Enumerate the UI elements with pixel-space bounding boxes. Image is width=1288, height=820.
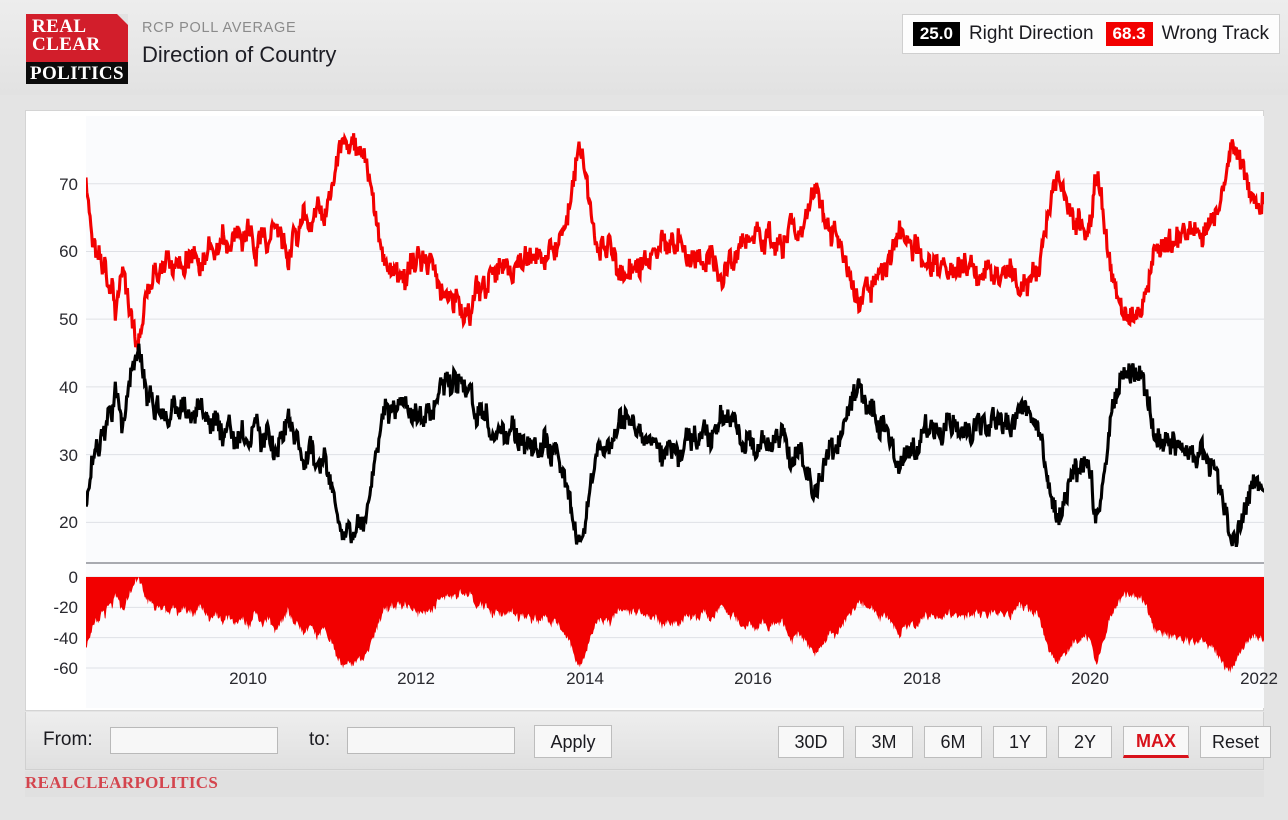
from-label: From: [43, 729, 93, 750]
y-tick-70: 70 [59, 174, 78, 194]
page-header: REAL CLEAR POLITICS RCP POLL AVERAGE Dir… [0, 0, 1288, 95]
realclearpolitics-logo[interactable]: REAL CLEAR POLITICS [26, 14, 128, 84]
x-tick-2022: 2022 [1240, 669, 1278, 688]
page-footer: REALCLEARPOLITICS [25, 771, 1264, 797]
range-button-2y[interactable]: 2Y [1058, 726, 1112, 758]
legend-box: 25.0 Right Direction 68.3 Wrong Track [901, 14, 1280, 54]
y-tick-neg60: -60 [53, 658, 78, 678]
logo-word-clear: CLEAR [32, 34, 101, 55]
chart-controls: From: to: Apply 30D 3M 6M 1Y 2Y MAX Rese… [25, 712, 1271, 770]
logo-red-block [26, 14, 128, 62]
range-button-30d[interactable]: 30D [778, 726, 844, 758]
range-button-6m[interactable]: 6M [924, 726, 982, 758]
x-tick-2012: 2012 [397, 669, 435, 688]
legend-label-right-direction: Right Direction [968, 23, 1094, 44]
logo-corner-fold [117, 14, 128, 25]
y-tick-60: 60 [59, 242, 78, 262]
x-tick-2016: 2016 [734, 669, 772, 688]
legend-label-wrong-track: Wrong Track [1161, 23, 1269, 44]
x-tick-2020: 2020 [1071, 669, 1109, 688]
range-button-3m[interactable]: 3M [855, 726, 913, 758]
y-tick-50: 50 [59, 310, 78, 330]
y-tick-40: 40 [59, 377, 78, 397]
x-tick-2014: 2014 [566, 669, 604, 688]
range-button-max[interactable]: MAX [1123, 726, 1189, 758]
chart-svg [86, 131, 1264, 674]
logo-word-politics: POLITICS [30, 63, 125, 84]
y-tick-20: 20 [59, 513, 78, 533]
from-date-input[interactable] [110, 727, 278, 754]
chart-panel[interactable]: 70 60 50 40 30 20 0 -20 -40 -60 2010 2012 2014 2016 2… [25, 110, 1278, 711]
y-tick-30: 30 [59, 445, 78, 465]
x-tick-2010: 2010 [229, 669, 267, 688]
y-axis-labels: 70 60 50 40 30 20 0 -20 -40 -60 [26, 111, 78, 703]
page-title: Direction of Country [142, 42, 337, 67]
header-kicker: RCP POLL AVERAGE [142, 20, 297, 36]
plot-area[interactable] [86, 116, 1264, 708]
legend-value-wrong-track: 68.3 [1105, 22, 1153, 46]
logo-word-real: REAL [32, 16, 87, 37]
apply-button[interactable]: Apply [534, 725, 612, 758]
to-date-input[interactable] [347, 727, 515, 754]
y-tick-neg20: -20 [53, 598, 78, 618]
y-tick-0: 0 [68, 568, 78, 588]
footer-brand: REALCLEARPOLITICS [25, 773, 219, 792]
x-axis-labels: 2010 2012 2014 2016 2018 2020 2022 [86, 669, 1278, 699]
y-tick-neg40: -40 [53, 628, 78, 648]
x-tick-2018: 2018 [903, 669, 941, 688]
logo-black-block [26, 62, 128, 84]
reset-button[interactable]: Reset [1200, 726, 1271, 758]
legend-value-right-direction: 25.0 [912, 22, 960, 46]
to-label: to: [309, 729, 331, 750]
range-button-1y[interactable]: 1Y [993, 726, 1047, 758]
